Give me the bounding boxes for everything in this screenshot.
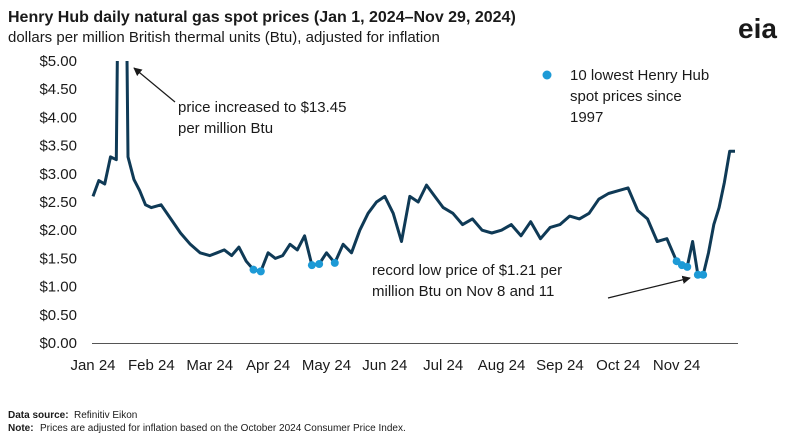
low-price-dot [315, 260, 324, 269]
x-tick-label: Feb 24 [128, 357, 175, 374]
source: Refinitiv Eikon [74, 410, 137, 421]
chart-subtitle: dollars per million British thermal unit… [8, 29, 440, 46]
y-tick-label: $2.00 [39, 222, 77, 239]
source-label: Data source: [8, 410, 69, 421]
note: Prices are adjusted for inflation based … [40, 423, 406, 434]
x-tick-label: Jul 24 [423, 357, 463, 374]
x-tick-label: Aug 24 [478, 357, 526, 374]
legend-label: 10 lowest Henry Hub spot prices since 19… [570, 67, 713, 126]
x-tick-label: Nov 24 [653, 357, 701, 374]
plot-area [91, 61, 735, 279]
x-tick-label: Oct 24 [596, 357, 640, 374]
y-tick-label: $0.00 [39, 335, 77, 352]
annotation-arrow [133, 67, 176, 103]
low-price-dot [699, 270, 708, 279]
legend-marker [542, 70, 552, 80]
y-tick-label: $1.50 [39, 250, 77, 267]
x-tick-label: May 24 [302, 357, 351, 374]
x-tick-label: Apr 24 [246, 357, 290, 374]
low-price-dot [256, 267, 265, 276]
low-price-dot [249, 265, 258, 274]
note-label: Note: [8, 423, 34, 434]
x-tick-label: Jun 24 [362, 357, 407, 374]
low-price-dot [307, 261, 316, 270]
x-tick-label: Mar 24 [186, 357, 233, 374]
y-tick-label: $5.00 [39, 53, 77, 70]
low-price-dot [330, 258, 339, 267]
y-tick-label: $4.00 [39, 109, 77, 126]
annotation-arrow [607, 275, 691, 299]
chart-title: Henry Hub daily natural gas spot prices … [8, 9, 516, 26]
y-tick-label: $2.50 [39, 194, 77, 211]
y-tick-label: $4.50 [39, 81, 77, 98]
price-line [91, 61, 735, 277]
x-tick-label: Jan 24 [70, 357, 115, 374]
y-tick-label: $3.50 [39, 138, 77, 155]
annotation: record low price of $1.21 per million Bt… [372, 262, 566, 300]
y-tick-label: $3.00 [39, 166, 77, 183]
y-tick-label: $0.50 [39, 307, 77, 324]
low-price-dot [683, 262, 692, 271]
annotation: price increased to $13.45 per million Bt… [178, 99, 351, 137]
x-tick-label: Sep 24 [536, 357, 584, 374]
logo: eia [738, 13, 777, 44]
y-tick-label: $1.00 [39, 279, 77, 296]
